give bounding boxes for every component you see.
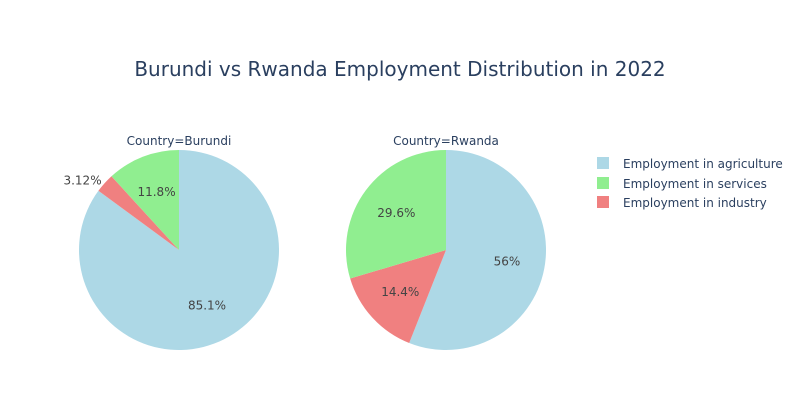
pie-slice-burundi-industry[interactable]: [98, 176, 179, 250]
slice-label-burundi-services: 11.8%: [137, 185, 175, 199]
slice-label-rwanda-services: 29.6%: [377, 206, 415, 220]
pie-label-burundi: Country=Burundi: [127, 134, 232, 148]
legend-swatch-agriculture[interactable]: [597, 157, 609, 169]
chart-title: Burundi vs Rwanda Employment Distributio…: [134, 57, 665, 81]
pie-burundi: 85.1% 3.12% 11.8%: [63, 150, 279, 350]
slice-label-rwanda-agriculture: 56%: [494, 255, 521, 269]
legend-swatch-industry[interactable]: [597, 196, 609, 208]
slice-label-burundi-agriculture: 85.1%: [188, 298, 226, 312]
slice-label-rwanda-industry: 14.4%: [381, 285, 419, 299]
legend-swatch-services[interactable]: [597, 177, 609, 189]
pie-slice-rwanda-industry[interactable]: [350, 250, 446, 343]
legend-label-industry[interactable]: Employment in industry: [623, 196, 767, 210]
pie-slice-rwanda-agriculture[interactable]: [409, 150, 547, 351]
legend[interactable]: Employment in agriculture Employment in …: [597, 157, 783, 210]
pie-slice-rwanda-services[interactable]: [346, 150, 446, 279]
pie-slice-burundi-services[interactable]: [111, 150, 179, 250]
legend-label-services[interactable]: Employment in services: [623, 177, 767, 191]
legend-label-agriculture[interactable]: Employment in agriculture: [623, 157, 783, 171]
slice-label-burundi-industry: 3.12%: [63, 174, 101, 188]
pie-label-rwanda: Country=Rwanda: [393, 134, 499, 148]
pie-rwanda: 56% 14.4% 29.6%: [346, 150, 547, 351]
